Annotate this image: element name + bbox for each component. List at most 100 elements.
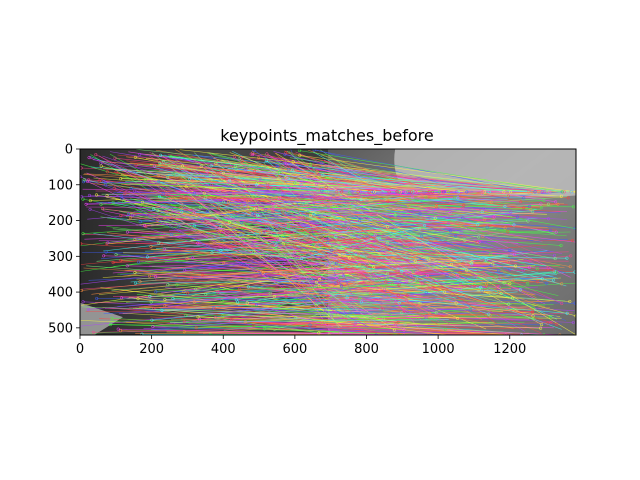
keypoint: [210, 183, 214, 187]
keypoint: [411, 190, 415, 194]
y-tick-label: 500: [48, 321, 73, 336]
keypoint: [443, 190, 447, 194]
keypoint: [221, 314, 225, 318]
keypoint: [157, 179, 161, 183]
keypoint: [182, 330, 186, 334]
match-line: [250, 265, 449, 274]
keypoint: [125, 264, 129, 268]
keypoint: [433, 216, 437, 220]
keypoint: [175, 283, 179, 287]
keypoint: [143, 223, 147, 228]
keypoint: [184, 196, 188, 200]
match-line: [167, 271, 417, 307]
keypoint: [414, 277, 419, 281]
keypoint: [461, 206, 465, 210]
match-line: [326, 234, 376, 265]
keypoint: [133, 155, 137, 159]
keypoint: [548, 228, 552, 232]
keypoint: [511, 278, 515, 282]
keypoint: [397, 301, 401, 305]
keypoint: [386, 241, 390, 245]
keypoint: [447, 221, 451, 225]
keypoint: [204, 195, 208, 199]
x-tick-label: 600: [282, 342, 307, 357]
keypoint: [424, 316, 428, 320]
keypoint: [205, 209, 209, 213]
keypoint: [264, 208, 268, 212]
keypoint: [119, 194, 123, 198]
keypoint: [261, 270, 265, 274]
keypoint: [275, 224, 279, 228]
keypoint: [519, 200, 523, 204]
keypoint: [327, 333, 331, 335]
keypoint: [568, 299, 572, 304]
keypoint: [193, 287, 198, 291]
keypoint: [496, 285, 500, 289]
keypoint: [208, 174, 212, 178]
keypoint: [232, 155, 237, 159]
keypoint: [198, 317, 202, 321]
keypoint: [507, 302, 511, 306]
match-line: [270, 175, 537, 298]
match-line: [205, 166, 476, 312]
keypoint: [138, 220, 142, 224]
keypoint: [411, 269, 415, 273]
keypoint: [463, 190, 467, 194]
keypoint: [171, 296, 175, 301]
keypoint: [546, 202, 550, 206]
match-line: [226, 192, 561, 214]
keypoint: [485, 225, 489, 229]
keypoint: [129, 186, 133, 191]
keypoint: [143, 178, 147, 182]
keypoint: [152, 164, 156, 168]
keypoint: [185, 257, 189, 261]
keypoint: [81, 232, 85, 236]
keypoint: [387, 247, 391, 251]
match-line: [114, 187, 557, 325]
keypoint: [180, 210, 184, 214]
keypoint: [152, 306, 156, 310]
keypoint: [545, 281, 549, 285]
keypoint: [510, 296, 514, 300]
keypoint: [497, 285, 501, 289]
match-line: [150, 196, 569, 227]
match-line: [273, 209, 466, 237]
keypoint: [266, 182, 270, 187]
keypoint: [554, 200, 558, 204]
match-line: [102, 208, 549, 269]
match-line: [280, 188, 487, 219]
keypoint: [217, 230, 221, 234]
keypoint: [418, 303, 422, 307]
keypoint: [390, 299, 394, 303]
keypoint: [310, 252, 314, 256]
keypoint: [512, 223, 516, 227]
keypoint: [184, 313, 188, 317]
keypoint: [437, 190, 441, 194]
keypoint: [334, 261, 338, 265]
keypoint: [465, 268, 469, 272]
keypoint: [315, 182, 319, 186]
match-line: [188, 293, 425, 324]
match-line: [177, 183, 342, 328]
keypoint: [158, 161, 162, 165]
keypoint: [441, 190, 445, 194]
keypoint: [481, 234, 485, 238]
keypoint: [480, 210, 484, 214]
keypoint: [163, 216, 167, 220]
keypoint: [148, 294, 152, 298]
keypoint: [138, 152, 142, 156]
keypoint: [472, 284, 476, 288]
match-line: [242, 160, 412, 193]
keypoint: [271, 209, 275, 213]
keypoint: [462, 203, 466, 207]
match-line: [181, 196, 464, 206]
keypoint: [210, 251, 214, 255]
keypoint: [537, 190, 541, 194]
keypoint: [81, 300, 85, 304]
keypoint: [458, 192, 462, 196]
keypoint: [508, 282, 512, 286]
keypoint: [314, 280, 318, 284]
keypoint: [277, 237, 281, 241]
keypoint: [311, 242, 315, 246]
keypoint: [321, 173, 325, 177]
